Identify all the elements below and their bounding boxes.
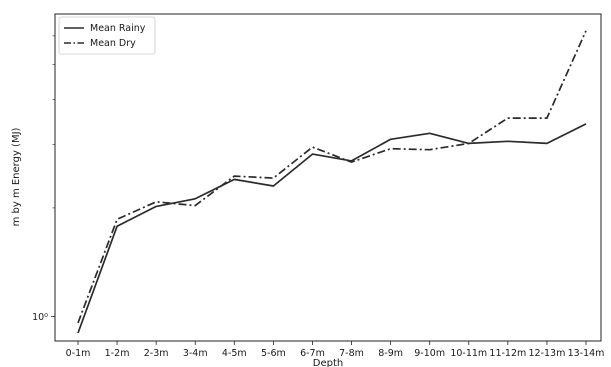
x-axis-label: Depth	[313, 358, 343, 367]
legend: Mean Rainy Mean Dry	[58, 16, 156, 55]
y-axis-label: m by m Energy (MJ)	[11, 127, 22, 226]
x-tick-label: 11-12m	[489, 348, 526, 359]
x-tick-label: 12-13m	[528, 348, 565, 359]
x-tick-label: 8-9m	[378, 348, 403, 359]
series-line-mean-dry	[77, 30, 587, 324]
x-tick-label: 10-11m	[450, 348, 487, 359]
y-tick-label: 10⁰	[32, 312, 48, 323]
x-tick-label: 0-1m	[66, 348, 91, 359]
x-tick-label: 2-3m	[144, 348, 169, 359]
x-tick-label: 9-10m	[414, 348, 445, 359]
x-tick-label: 5-6m	[261, 348, 286, 359]
x-tick-label: 4-5m	[222, 348, 247, 359]
x-tick-label: 3-4m	[183, 348, 208, 359]
series-line-mean-rainy	[77, 123, 587, 334]
legend-label-mean-dry: Mean Dry	[90, 38, 136, 49]
legend-label-mean-rainy: Mean Rainy	[90, 23, 146, 34]
x-tick-label: 7-8m	[339, 348, 364, 359]
x-tick-label: 13-14m	[568, 348, 605, 359]
legend-box	[58, 16, 156, 55]
x-tick-label: 6-7m	[300, 348, 325, 359]
x-tick-label: 1-2m	[105, 348, 130, 359]
plot-area-frame	[54, 13, 602, 342]
